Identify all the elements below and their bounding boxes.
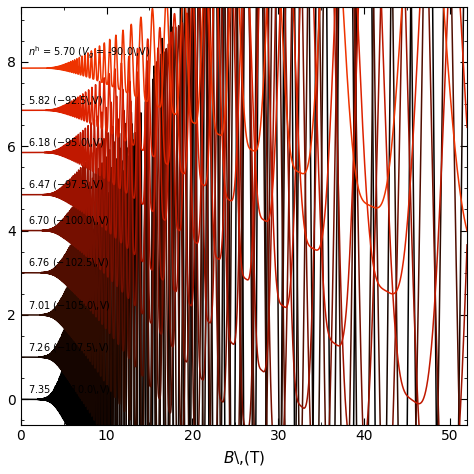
Text: 7.01 ($-$105.0\,V): 7.01 ($-$105.0\,V)	[27, 299, 110, 311]
Text: 6.76 ($-$102.5\,V): 6.76 ($-$102.5\,V)	[27, 256, 109, 269]
Text: 6.18 ($-$95.0\,V): 6.18 ($-$95.0\,V)	[27, 136, 104, 149]
Text: 6.47 ($-$97.5\,V): 6.47 ($-$97.5\,V)	[27, 178, 103, 191]
Text: 7.35 ($-$110.0\,V): 7.35 ($-$110.0\,V)	[27, 383, 110, 396]
Text: 6.70 ($-$100.0\,V): 6.70 ($-$100.0\,V)	[27, 214, 109, 227]
Text: $n^\mathrm{h}$ = 5.70 ($V_g$ = -90.0\,V): $n^\mathrm{h}$ = 5.70 ($V_g$ = -90.0\,V)	[27, 45, 150, 61]
Text: 5.82 ($-$92.5\,V): 5.82 ($-$92.5\,V)	[27, 94, 103, 107]
X-axis label: $B$\,(T): $B$\,(T)	[223, 449, 265, 467]
Text: 7.26 ($-$107.5\,V): 7.26 ($-$107.5\,V)	[27, 341, 109, 354]
